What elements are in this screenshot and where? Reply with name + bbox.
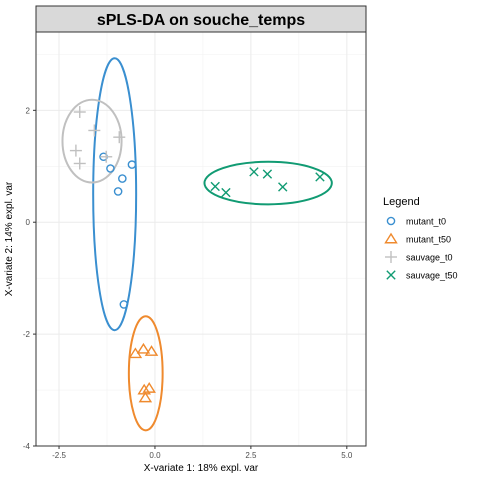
mutant_t0-point [127,160,137,169]
legend-key-sauvage_t50 [386,270,396,280]
mutant_t50-point [136,342,151,354]
mutant_t0-point [106,164,115,173]
mutant_t50-point [142,382,156,393]
panel-background [36,6,366,446]
legend-key-mutant_t50 [384,232,398,244]
x-tick-label: 0.0 [149,451,161,460]
sauvage_t0-ellipse [61,98,123,184]
x-tick-label: -2.5 [52,451,66,460]
mutant_t0-point [119,300,129,309]
legend-title: Legend [383,196,420,208]
sauvage_t0-point [88,124,101,137]
legend-key-sauvage_t0 [385,251,397,263]
legend-key-mutant_t0 [386,216,396,226]
confidence-ellipses [61,57,333,432]
mutant_t0-point [113,187,123,196]
chart-title: sPLS-DA on souche_temps [97,12,305,29]
mutant_t50-ellipse [127,315,164,432]
sauvage_t50-point [221,187,231,198]
sauvage_t0-point [113,131,126,144]
sauvage_t50-point [315,172,325,182]
y-tick-label: -2 [23,330,31,339]
mutant_t50-point [138,391,153,403]
mutant_t50-point [144,345,159,356]
legend-label-sauvage_t50: sauvage_t50 [406,271,458,281]
legend-label-mutant_t50: mutant_t50 [406,235,451,245]
x-tick-label: 5.0 [341,451,353,460]
y-axis-title: X-variate 2: 14% expl. var [4,181,15,296]
sauvage_t50-ellipse [203,160,333,206]
legend-label-mutant_t0: mutant_t0 [406,217,446,227]
sauvage_t0-point [73,157,86,170]
mutant_t0-ellipse [92,57,138,332]
sauvage_t0-point [69,144,82,157]
x-tick-label: 2.5 [245,451,257,460]
y-tick-label: 0 [26,218,31,227]
title-strip [35,5,367,33]
legend-label-sauvage_t0: sauvage_t0 [406,253,453,263]
sauvage_t0-point [100,150,113,163]
legend: mutant_t0 mutant_t50 sauvage_t0 sauvage_t50 [384,216,458,281]
y-tick-label: 2 [26,106,31,115]
mutant_t0-point [118,174,127,183]
sauvage_t0-point [73,106,86,119]
x-axis-title: X-variate 1: 18% expl. var [144,463,259,474]
sauvage_t50-point [278,182,288,192]
sauvage_t50-point [262,169,273,179]
y-tick-label: -4 [23,442,31,451]
axis-ticks: -2.5 0.0 2.5 5.0 -4 -2 0 2 [23,106,353,460]
sauvage_t50-point [249,167,259,177]
data-points [69,106,325,403]
sauvage_t50-point [210,181,220,192]
